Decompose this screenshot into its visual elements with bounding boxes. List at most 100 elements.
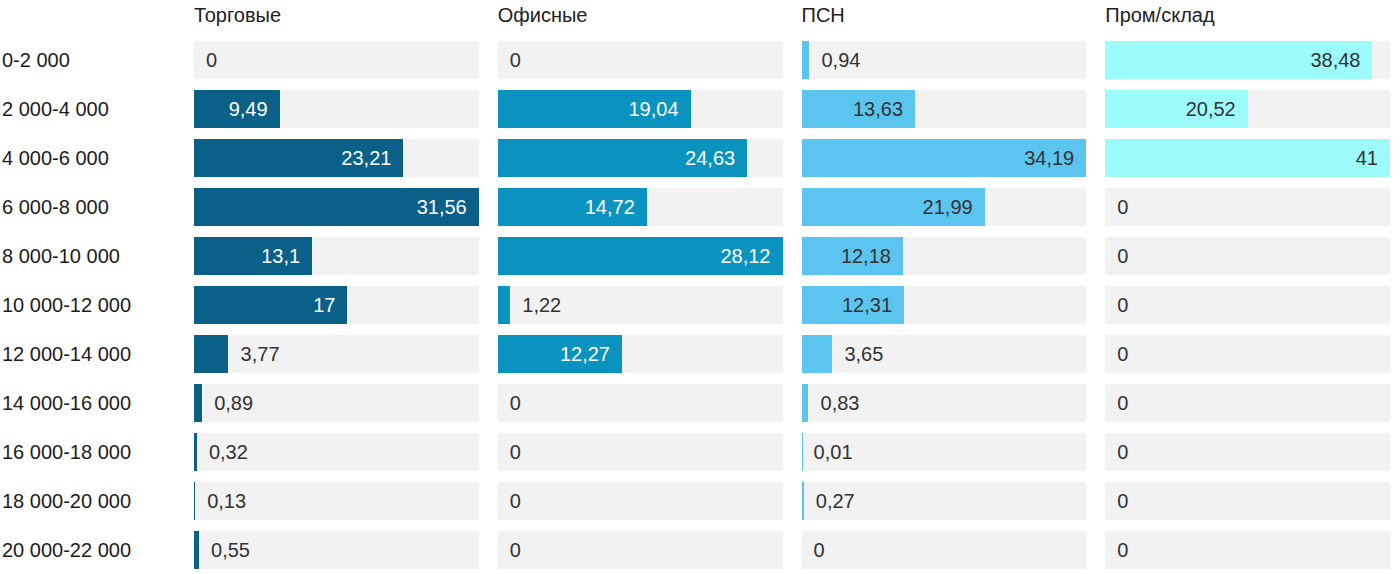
bar-value-label: 13,63 [802, 99, 904, 119]
bar-fill [194, 482, 195, 520]
bar-cell: 9,49 [194, 90, 479, 128]
bar-value-label: 12,27 [498, 344, 610, 364]
bar-cell: 3,65 [802, 335, 1087, 373]
bar-fill [802, 482, 804, 520]
bar-value-label: 0 [510, 393, 521, 413]
bar-value-label: 14,72 [498, 197, 635, 217]
row-label: 4 000-6 000 [0, 139, 175, 177]
bar-fill [194, 335, 228, 373]
bar-cell: 0,27 [802, 482, 1087, 520]
bar-cell: 0 [194, 41, 479, 79]
bar-value-label: 0 [1117, 246, 1128, 266]
bar-cell: 0,55 [194, 531, 479, 569]
bar-value-label: 12,18 [802, 246, 891, 266]
bar-cell: 0 [1105, 531, 1390, 569]
bar-value-label: 0 [1117, 393, 1128, 413]
bar-cell: 1,22 [498, 286, 783, 324]
bar-value-label: 0 [510, 540, 521, 560]
bar-value-label: 13,1 [194, 246, 300, 266]
bar-cell: 0,32 [194, 433, 479, 471]
bar-cell: 0 [498, 41, 783, 79]
bar-cell: 0 [1105, 188, 1390, 226]
bar-value-label: 3,77 [241, 344, 280, 364]
bar-cell: 12,27 [498, 335, 783, 373]
bar-cell: 0 [802, 531, 1087, 569]
bar-cell: 0 [1105, 482, 1390, 520]
bar-cell: 19,04 [498, 90, 783, 128]
bar-fill [802, 41, 810, 79]
row-label: 16 000-18 000 [0, 433, 175, 471]
bar-value-label: 9,49 [194, 99, 268, 119]
chart-corner-spacer [0, 3, 175, 30]
bar-value-label: 0 [1117, 197, 1128, 217]
bar-fill [194, 531, 199, 569]
bar-cell: 0 [1105, 335, 1390, 373]
row-label: 18 000-20 000 [0, 482, 175, 520]
bar-value-label: 20,52 [1105, 99, 1236, 119]
bar-value-label: 28,12 [498, 246, 771, 266]
column-header-4: Пром/склад [1105, 3, 1390, 30]
bar-cell: 0,83 [802, 384, 1087, 422]
bar-value-label: 0 [206, 50, 217, 70]
column-header-3: ПСН [802, 3, 1087, 30]
bar-value-label: 0 [1117, 442, 1128, 462]
bar-value-label: 41 [1105, 148, 1378, 168]
bar-cell: 17 [194, 286, 479, 324]
row-label: 2 000-4 000 [0, 90, 175, 128]
bar-cell: 34,19 [802, 139, 1087, 177]
row-label: 20 000-22 000 [0, 531, 175, 569]
bar-fill [802, 384, 809, 422]
row-label: 6 000-8 000 [0, 188, 175, 226]
bar-value-label: 21,99 [802, 197, 973, 217]
bar-value-label: 0 [1117, 540, 1128, 560]
bar-cell: 20,52 [1105, 90, 1390, 128]
bar-value-label: 3,65 [844, 344, 883, 364]
bar-cell: 0 [1105, 286, 1390, 324]
bar-value-label: 0 [510, 442, 521, 462]
bar-cell: 13,63 [802, 90, 1087, 128]
bar-cell: 0 [1105, 384, 1390, 422]
bar-value-label: 0 [1117, 491, 1128, 511]
bar-value-label: 31,56 [194, 197, 467, 217]
bar-value-label: 0,89 [214, 393, 253, 413]
bar-value-label: 0 [1117, 295, 1128, 315]
bar-value-label: 17 [194, 295, 335, 315]
bar-cell: 12,31 [802, 286, 1087, 324]
row-label: 14 000-16 000 [0, 384, 175, 422]
row-label: 8 000-10 000 [0, 237, 175, 275]
bar-value-label: 0,83 [821, 393, 860, 413]
bar-value-label: 0,32 [209, 442, 248, 462]
bar-value-label: 0 [510, 50, 521, 70]
bar-cell: 23,21 [194, 139, 479, 177]
bar-cell: 41 [1105, 139, 1390, 177]
bar-cell: 0,13 [194, 482, 479, 520]
bar-cell: 12,18 [802, 237, 1087, 275]
bar-value-label: 23,21 [194, 148, 391, 168]
bar-cell: 0 [498, 433, 783, 471]
bar-fill [194, 384, 202, 422]
bar-value-label: 0 [814, 540, 825, 560]
bar-value-label: 0 [510, 491, 521, 511]
bar-value-label: 1,22 [522, 295, 561, 315]
bar-cell: 0 [498, 482, 783, 520]
bar-fill [802, 335, 832, 373]
bar-value-label: 0,27 [816, 491, 855, 511]
bar-cell: 0,94 [802, 41, 1087, 79]
bar-cell: 0 [498, 531, 783, 569]
bar-value-label: 0 [1117, 344, 1128, 364]
column-header-2: Офисные [498, 3, 783, 30]
bar-chart: ТорговыеОфисныеПСНПром/склад0-2 000000,9… [0, 0, 1400, 574]
row-label: 12 000-14 000 [0, 335, 175, 373]
bar-cell: 28,12 [498, 237, 783, 275]
bar-fill [498, 286, 510, 324]
bar-cell: 31,56 [194, 188, 479, 226]
bar-cell: 13,1 [194, 237, 479, 275]
bar-value-label: 0,13 [207, 491, 246, 511]
bar-value-label: 34,19 [802, 148, 1075, 168]
bar-value-label: 19,04 [498, 99, 679, 119]
bar-cell: 24,63 [498, 139, 783, 177]
bar-cell: 0,89 [194, 384, 479, 422]
bar-cell: 0 [1105, 237, 1390, 275]
bar-cell: 3,77 [194, 335, 479, 373]
bar-value-label: 0,55 [211, 540, 250, 560]
